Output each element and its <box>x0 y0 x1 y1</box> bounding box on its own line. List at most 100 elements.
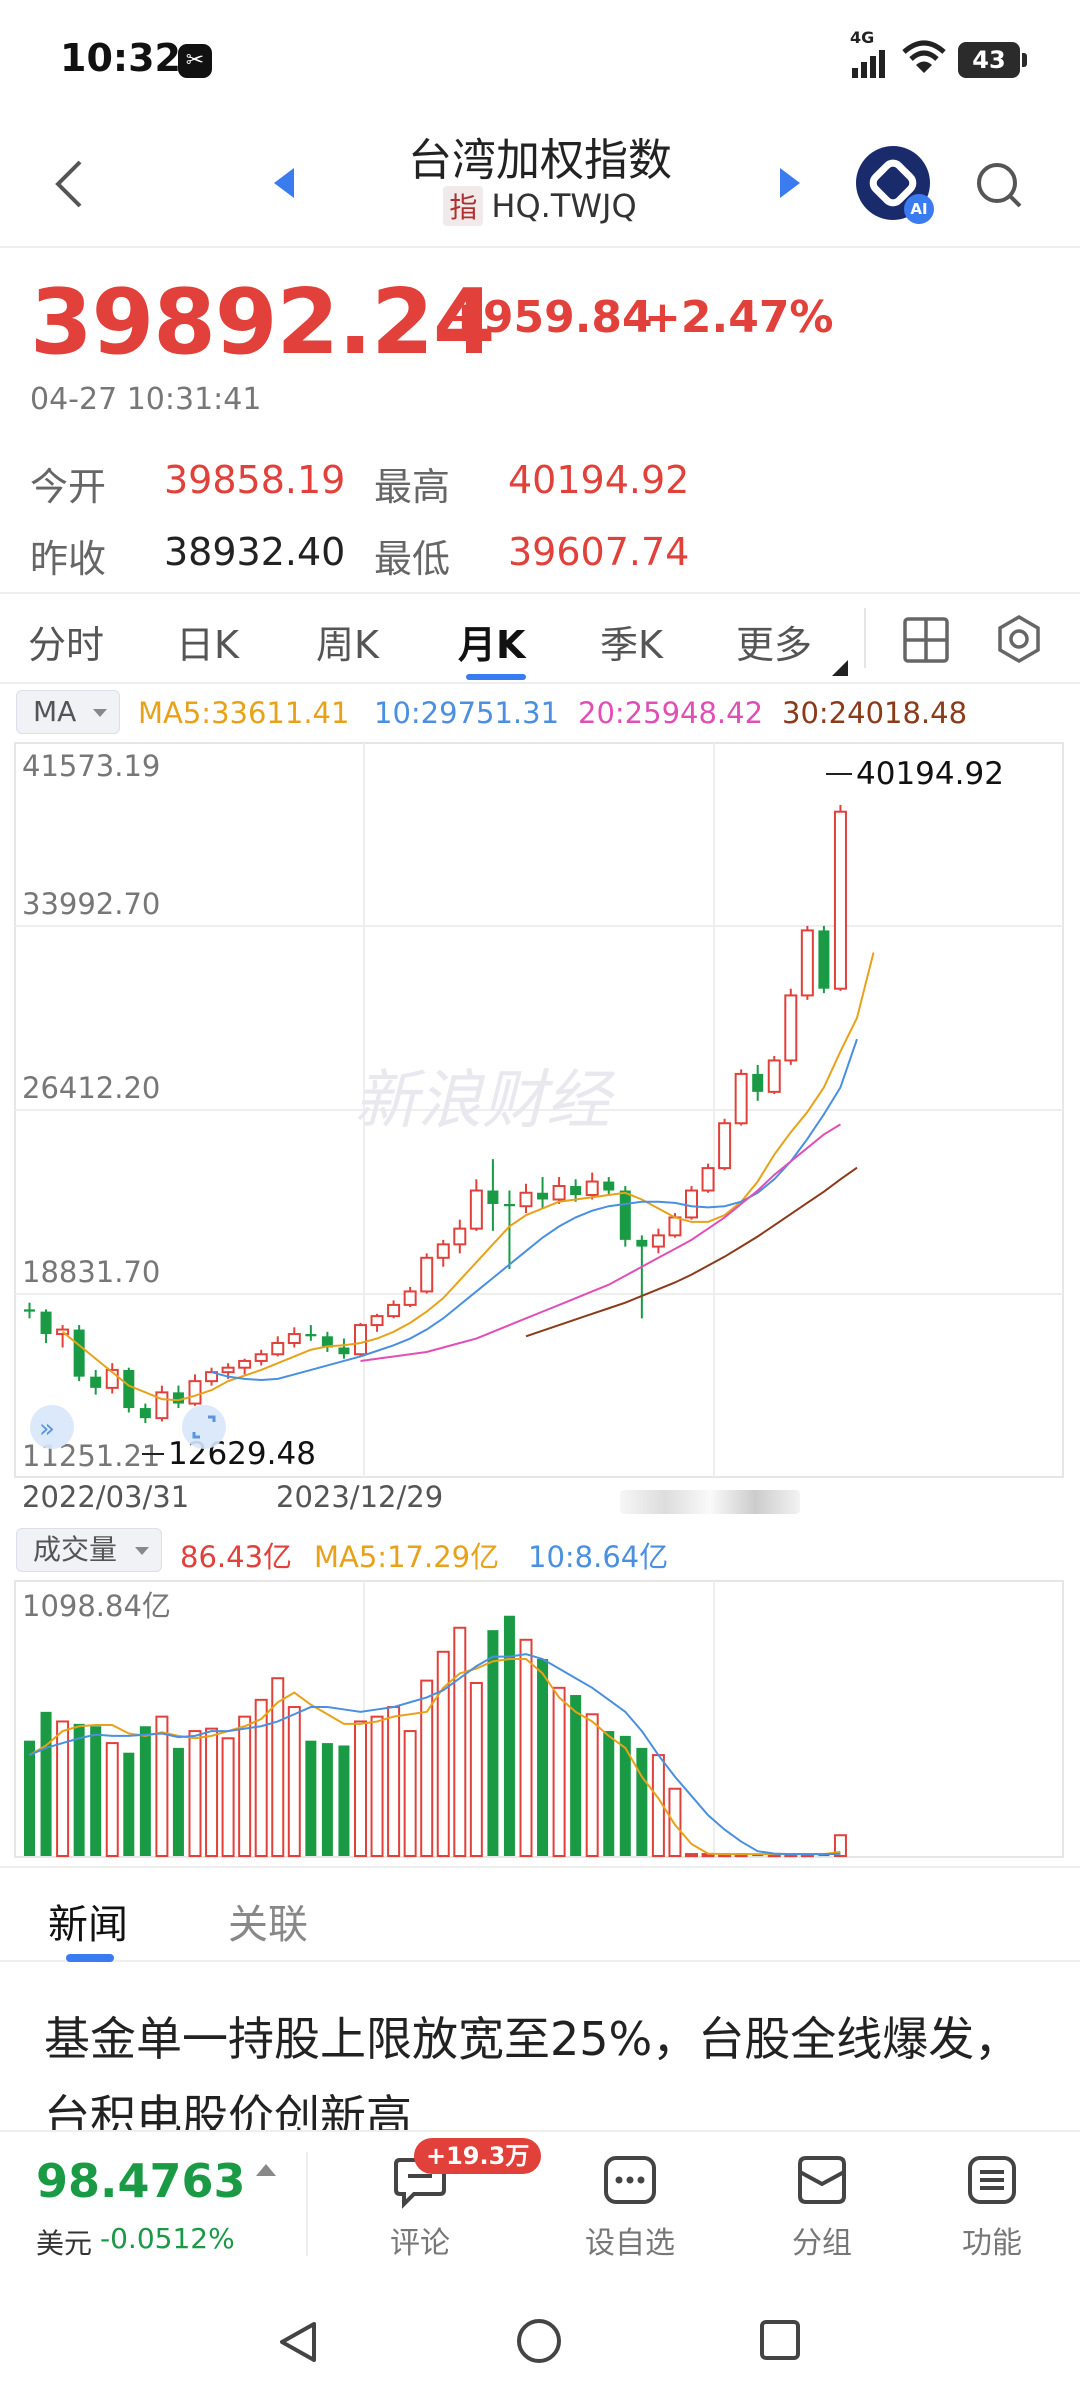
news-headline[interactable]: 基金单一持股上限放宽至25%，台股全线爆发，台积电股价创新高 <box>44 2012 1021 2130</box>
max-price-label: 40194.92 <box>856 756 1004 792</box>
prev-index-icon[interactable] <box>272 168 296 198</box>
volume-bar <box>238 1715 252 1857</box>
nav-back-icon[interactable] <box>276 2318 320 2366</box>
volume-bar <box>254 1698 268 1858</box>
active-tab-indicator <box>466 674 526 680</box>
candle <box>619 1186 631 1247</box>
functions-label: 功能 <box>962 2226 1022 2261</box>
expand-chart-icon[interactable]: » <box>30 1405 74 1449</box>
candle <box>519 1183 533 1213</box>
candle <box>469 1179 483 1231</box>
status-time: 10:32 <box>60 36 181 80</box>
volume-bar <box>338 1745 350 1856</box>
high-label: 最高 <box>374 465 451 509</box>
candle <box>585 1172 599 1200</box>
tab-quarterly-k[interactable]: 季K <box>600 623 663 667</box>
candle <box>354 1322 367 1357</box>
volume-chart[interactable]: 1098.84亿 <box>14 1580 1064 1858</box>
back-arrow-icon[interactable] <box>50 158 90 210</box>
kline-chart[interactable]: 新浪财经 41573.19 33992.70 26412.20 18831.70… <box>14 742 1064 1478</box>
expand-up-icon[interactable] <box>256 2164 276 2176</box>
wifi-icon <box>902 40 946 73</box>
news-tab-indicator <box>66 1954 114 1962</box>
settings-icon[interactable] <box>994 614 1044 664</box>
candle <box>651 1228 665 1254</box>
tab-related[interactable]: 关联 <box>228 1902 308 1948</box>
candle <box>387 1300 401 1319</box>
chart-scroll-bar[interactable] <box>620 1490 800 1514</box>
volume-legend: 成交量 86.43亿 MA5:17.29亿 10:8.64亿 <box>0 1528 1080 1580</box>
volume-bar <box>833 1834 847 1858</box>
candle <box>338 1338 350 1359</box>
usd-index-label: 美元 <box>36 2227 93 2260</box>
volume-bar <box>619 1735 631 1856</box>
candle <box>105 1363 119 1394</box>
group-button[interactable]: 分组 <box>752 2132 892 2282</box>
candle <box>436 1239 450 1267</box>
indicator-select-label: MA <box>33 695 77 728</box>
ai-assistant-icon[interactable]: AI <box>856 146 934 224</box>
volume-bar <box>487 1630 499 1856</box>
candle <box>767 1055 781 1095</box>
search-icon[interactable] <box>974 160 1024 210</box>
add-watchlist-label: 设自选 <box>585 2226 675 2261</box>
candle <box>155 1385 169 1422</box>
volume-value: 86.43亿 <box>180 1540 293 1574</box>
volume-bar <box>603 1731 615 1856</box>
tab-weekly-k[interactable]: 周K <box>316 623 379 667</box>
news-tabs: 新闻 关联 <box>0 1866 1080 1962</box>
tab-news[interactable]: 新闻 <box>48 1902 128 1948</box>
candle <box>73 1325 85 1382</box>
ma5-legend: MA5:33611.41 <box>138 696 350 730</box>
candle <box>24 1302 35 1319</box>
volume-bar <box>155 1715 169 1857</box>
candle <box>752 1064 764 1101</box>
volume-bar <box>56 1720 70 1857</box>
high-value: 40194.92 <box>508 458 690 502</box>
symbol-line: 指 HQ.TWJQ <box>0 186 1080 226</box>
next-index-icon[interactable] <box>778 168 802 198</box>
volume-indicator-select[interactable]: 成交量 <box>16 1528 162 1572</box>
folder-icon <box>798 2156 846 2204</box>
volume-bar <box>321 1743 333 1856</box>
volume-ma10: 10:8.64亿 <box>528 1540 669 1574</box>
chart-watermark: 新浪财经 <box>354 1064 616 1138</box>
volume-bar <box>585 1713 599 1857</box>
grid-layout-icon[interactable] <box>902 616 950 664</box>
add-watchlist-icon <box>604 2156 656 2204</box>
min-price-marker: 12629.48 <box>142 1436 316 1472</box>
volume-bar <box>188 1730 202 1857</box>
candle <box>487 1159 499 1231</box>
x-label-start: 2022/03/31 <box>22 1480 190 1514</box>
nav-home-icon[interactable] <box>514 2316 564 2366</box>
tab-more[interactable]: 更多 <box>736 623 813 667</box>
candle <box>321 1331 333 1352</box>
y-label-3: 26412.20 <box>22 1071 160 1105</box>
tab-monthly-k[interactable]: 月K <box>458 623 526 667</box>
nav-recent-icon[interactable] <box>758 2318 802 2362</box>
candle <box>403 1286 417 1308</box>
ma10-legend: 10:29751.31 <box>374 696 560 730</box>
ma-lines-layer <box>61 952 875 1402</box>
candle <box>40 1309 52 1344</box>
volume-bar <box>436 1650 450 1857</box>
add-watchlist-button[interactable]: 设自选 <box>560 2132 700 2282</box>
functions-button[interactable]: 功能 <box>922 2132 1062 2282</box>
volume-bar <box>370 1715 384 1857</box>
candle <box>172 1385 184 1409</box>
status-bar: 10:32 ✂ 4G 43 <box>0 0 1080 120</box>
fullscreen-icon[interactable] <box>182 1405 226 1449</box>
indicator-select[interactable]: MA <box>16 690 120 734</box>
tab-daily-k[interactable]: 日K <box>176 623 239 667</box>
candle <box>718 1118 732 1171</box>
candle <box>818 925 830 994</box>
usd-index-change: -0.0512% <box>100 2222 235 2255</box>
volume-bar <box>105 1742 119 1857</box>
usd-index-value[interactable]: 98.4763 <box>36 2154 246 2208</box>
price-change-pct: +2.47% <box>644 292 834 343</box>
volume-ma-layer <box>28 1653 841 1856</box>
volume-bar <box>205 1727 219 1858</box>
candle <box>287 1327 301 1348</box>
quote-summary: 39892.24 +959.84 +2.47% 04-27 10:31:41 今… <box>0 250 1080 590</box>
tab-intraday[interactable]: 分时 <box>28 623 105 667</box>
